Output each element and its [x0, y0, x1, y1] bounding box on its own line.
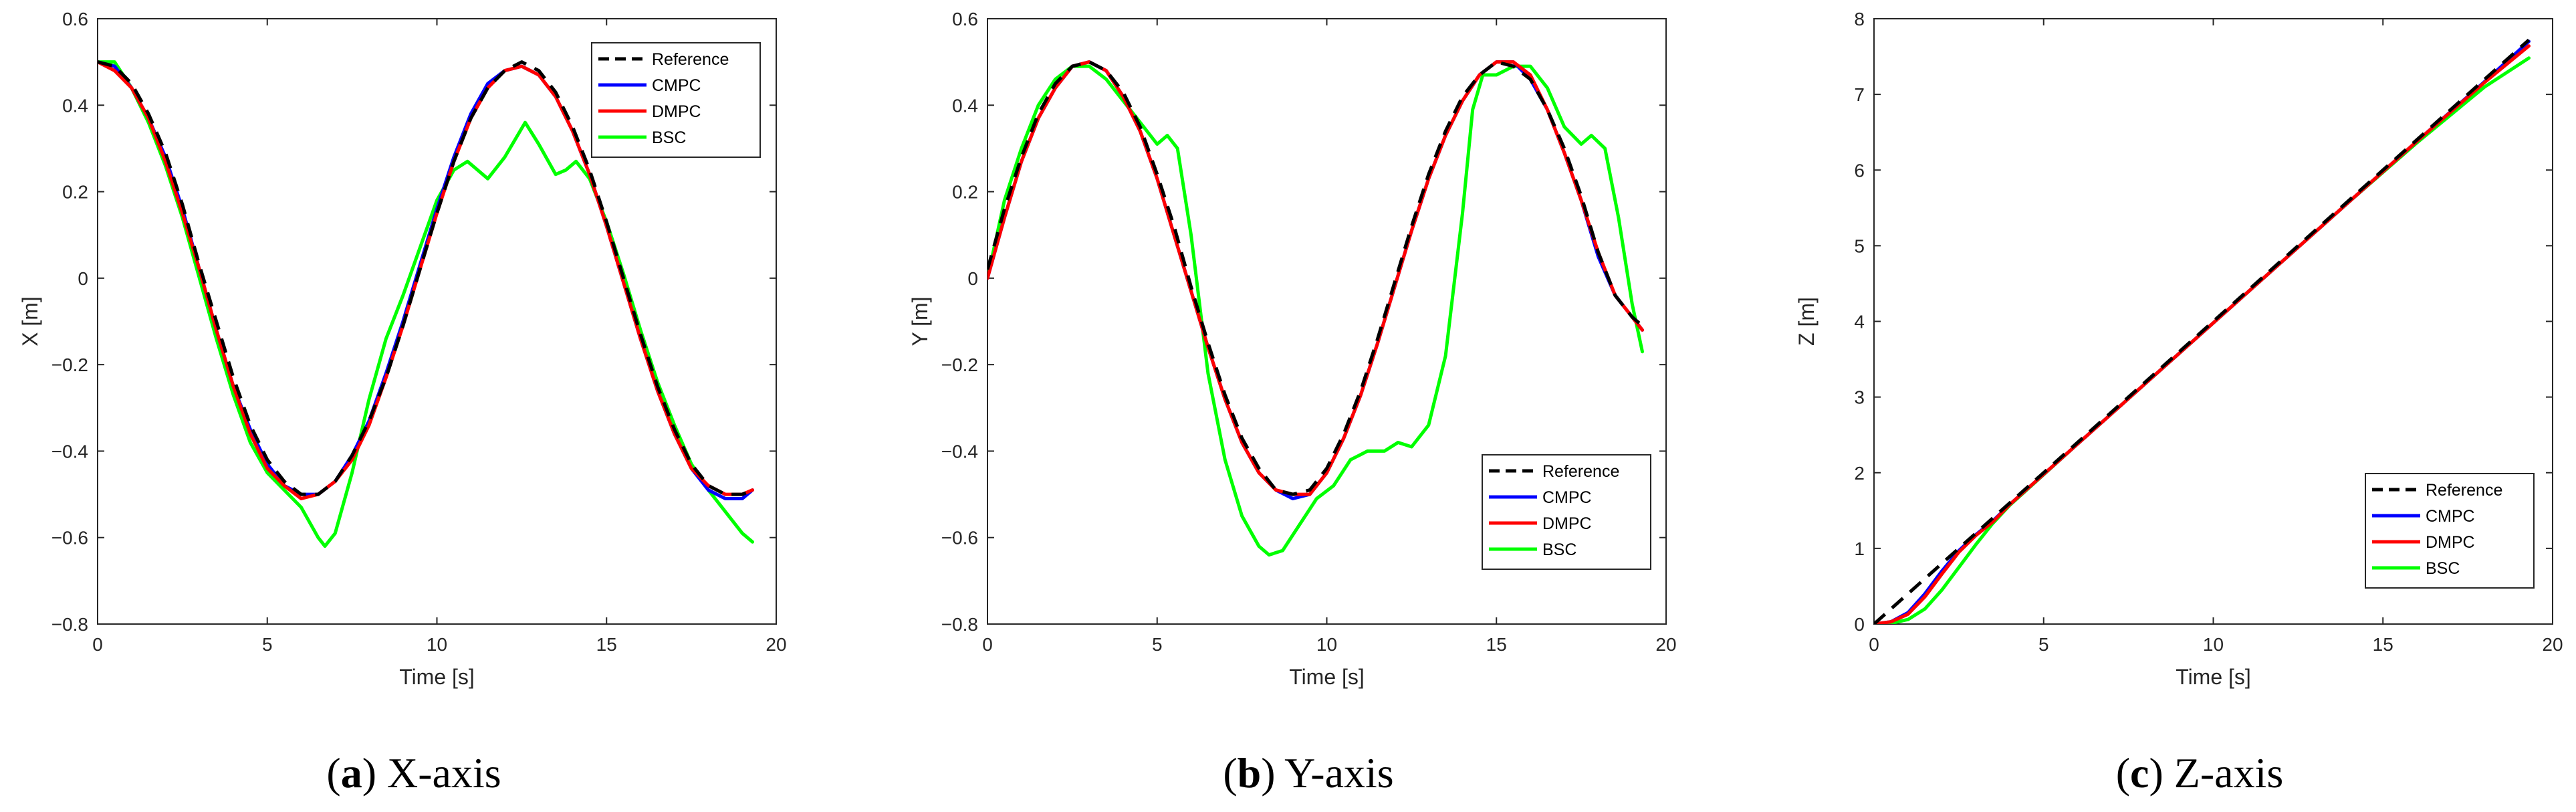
y-tick-label: 4 — [1854, 312, 1865, 332]
chart-a: 0 5 10 15 20 −0.8 −0.6 −0.4 −0.2 0 0.2 0.4 0.6 Time [… — [18, 9, 787, 689]
y-tick-label: 2 — [1854, 463, 1865, 484]
y-tick-label: 7 — [1854, 84, 1865, 105]
y-tick-label: −0.2 — [51, 354, 88, 375]
x-tick-label: 0 — [1869, 634, 1879, 655]
caption-paren-close: ) — [2149, 749, 2163, 797]
y-tick-label: 0.2 — [952, 182, 978, 203]
caption-paren-open: ( — [2116, 749, 2130, 797]
x-tick-label: 20 — [2542, 634, 2563, 655]
x-tick-label: 0 — [92, 634, 103, 655]
legend-label: DMPC — [1542, 514, 1592, 533]
legend-label: BSC — [1542, 540, 1576, 559]
caption-paren-open: ( — [1223, 749, 1237, 797]
legend-label: BSC — [652, 128, 686, 147]
x-tick-label: 5 — [1152, 634, 1163, 655]
y-tick-label: 0.4 — [952, 95, 978, 116]
series-line-bsc — [987, 64, 1644, 557]
legend-label: BSC — [2426, 559, 2460, 578]
x-tick-label: 10 — [1316, 634, 1337, 655]
y-tick-label: 0 — [1854, 614, 1865, 635]
caption-letter: b — [1238, 749, 1262, 797]
y-tick-label: −0.4 — [51, 441, 88, 462]
y-tick-label: 0.6 — [952, 9, 978, 29]
caption-paren-open: ( — [326, 749, 340, 797]
y-tick-label: 0 — [967, 268, 978, 289]
y-tick-label: 0.4 — [62, 95, 88, 116]
legend-label: DMPC — [652, 102, 701, 121]
y-tick-label: −0.2 — [941, 354, 978, 375]
x-tick-label: 5 — [2038, 634, 2049, 655]
chart-c: 0 5 10 15 20 0 1 2 3 4 5 6 7 8 Time [s] Z [m] Reference C… — [1794, 9, 2563, 689]
caption-a: (a) X-axis — [326, 749, 501, 797]
caption-letter: c — [2130, 749, 2149, 797]
series-line-reference — [98, 60, 753, 496]
y-tick-label: 5 — [1854, 235, 1865, 256]
legend-label: CMPC — [1542, 488, 1592, 507]
x-tick-label: 15 — [2373, 634, 2393, 655]
caption-paren-close: ) — [1261, 749, 1275, 797]
y-tick-label: −0.4 — [941, 441, 978, 462]
y-tick-label: −0.8 — [51, 614, 88, 635]
y-tick-label: −0.6 — [51, 528, 88, 548]
y-axis-label: X [m] — [18, 296, 42, 346]
y-axis-label: Z [m] — [1794, 297, 1819, 346]
caption-b: (b) Y-axis — [1223, 749, 1393, 797]
x-tick-label: 20 — [1655, 634, 1676, 655]
chart-b: 0 5 10 15 20 −0.8 −0.6 −0.4 −0.2 0 0.2 0.4 0.6 Time [… — [908, 9, 1677, 689]
legend-label: CMPC — [2426, 507, 2475, 526]
caption-title: Z-axis — [2163, 749, 2284, 797]
legend-label: CMPC — [652, 76, 701, 95]
y-tick-label: 0.2 — [62, 182, 88, 203]
y-tick-label: 1 — [1854, 538, 1865, 559]
x-tick-label: 10 — [2203, 634, 2224, 655]
series-line-bsc — [98, 60, 754, 548]
caption-letter: a — [341, 749, 362, 797]
legend-label: Reference — [652, 50, 729, 69]
caption-title: X-axis — [376, 749, 501, 797]
y-tick-label: 3 — [1854, 387, 1865, 408]
x-tick-label: 0 — [982, 634, 993, 655]
caption-c: (c) Z-axis — [2116, 749, 2284, 797]
x-tick-label: 20 — [766, 634, 786, 655]
x-axis-label: Time [s] — [399, 665, 475, 689]
legend-label: Reference — [2426, 481, 2502, 500]
legend-label: DMPC — [2426, 533, 2475, 552]
x-axis-label: Time [s] — [2176, 665, 2251, 689]
y-tick-label: 6 — [1854, 160, 1865, 181]
legend-label: Reference — [1542, 462, 1619, 481]
y-tick-label: 8 — [1854, 9, 1865, 29]
caption-title: Y-axis — [1276, 749, 1394, 797]
x-tick-label: 10 — [427, 634, 447, 655]
x-tick-label: 5 — [262, 634, 273, 655]
x-tick-label: 15 — [596, 634, 617, 655]
caption-paren-close: ) — [362, 749, 376, 797]
y-axis-label: Y [m] — [908, 296, 932, 346]
x-axis-label: Time [s] — [1289, 665, 1365, 689]
y-tick-label: 0.6 — [62, 9, 88, 29]
y-tick-label: −0.8 — [941, 614, 978, 635]
x-tick-label: 15 — [1486, 634, 1507, 655]
series-line-reference — [1874, 38, 2531, 624]
series-line-reference — [987, 60, 1644, 496]
y-tick-label: 0 — [78, 268, 88, 289]
y-tick-label: −0.6 — [941, 528, 978, 548]
